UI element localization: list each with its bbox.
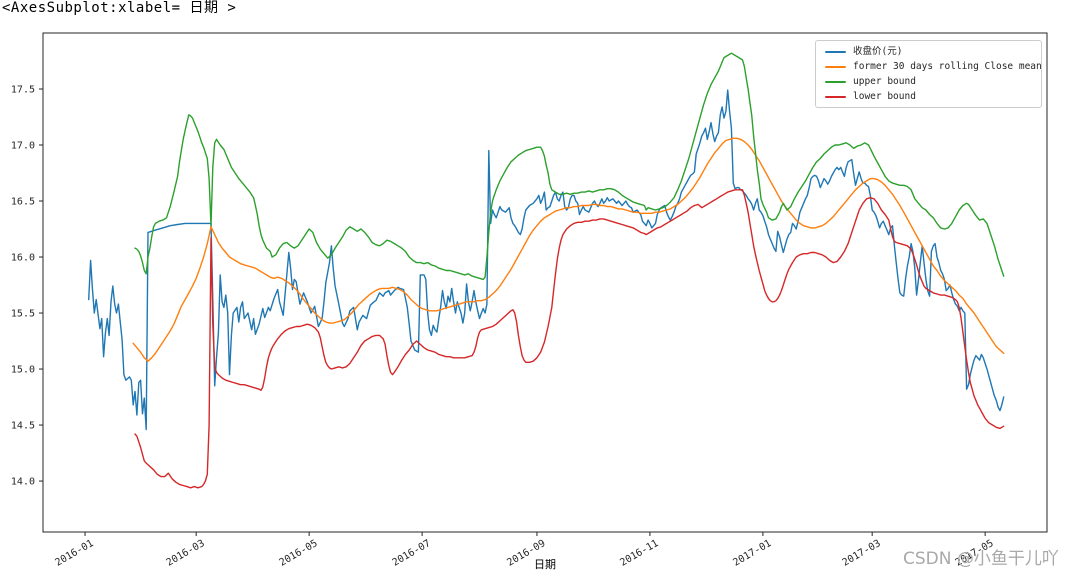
legend-line-swatch-lower-bound <box>825 95 846 98</box>
legend-line-swatch-rolling-mean <box>825 65 846 68</box>
legend-item-lower-bound: lower bound <box>825 89 1035 104</box>
legend-line-swatch-close <box>825 50 846 53</box>
y-tick-label: 14.5 <box>11 421 35 432</box>
y-tick-label: 17.0 <box>11 141 35 152</box>
y-tick-label: 15.5 <box>11 309 35 320</box>
legend-label: former 30 days rolling Close mean <box>853 61 1042 72</box>
legend-item-close: 收盘价(元) <box>825 44 1035 59</box>
legend-label: 收盘价(元) <box>853 46 903 57</box>
watermark: CSDN @小鱼干儿吖 <box>903 549 1059 568</box>
legend-label: upper bound <box>853 76 916 87</box>
y-tick-label: 16.0 <box>11 253 35 264</box>
series-line-upper-bound <box>134 52 1005 281</box>
series-line-rolling-mean <box>132 137 1005 362</box>
series-line-lower-bound <box>134 189 1005 489</box>
x-axis-label: 日期 <box>534 558 556 571</box>
legend-line-swatch-upper-bound <box>825 80 846 83</box>
legend: 收盘价(元) former 30 days rolling Close mean… <box>815 40 1042 108</box>
y-tick-label: 14.0 <box>11 477 35 488</box>
legend-item-upper-bound: upper bound <box>825 74 1035 89</box>
plot-border <box>42 32 1048 533</box>
y-tick-label: 17.5 <box>11 85 35 96</box>
legend-item-rolling-mean: former 30 days rolling Close mean <box>825 59 1042 74</box>
figure-repr-text: <AxesSubplot:xlabel= 日期 > <box>2 0 237 16</box>
series-line-close <box>88 89 1005 431</box>
y-tick-label: 16.5 <box>11 197 35 208</box>
legend-label: lower bound <box>853 91 916 102</box>
y-tick-label: 15.0 <box>11 365 35 376</box>
